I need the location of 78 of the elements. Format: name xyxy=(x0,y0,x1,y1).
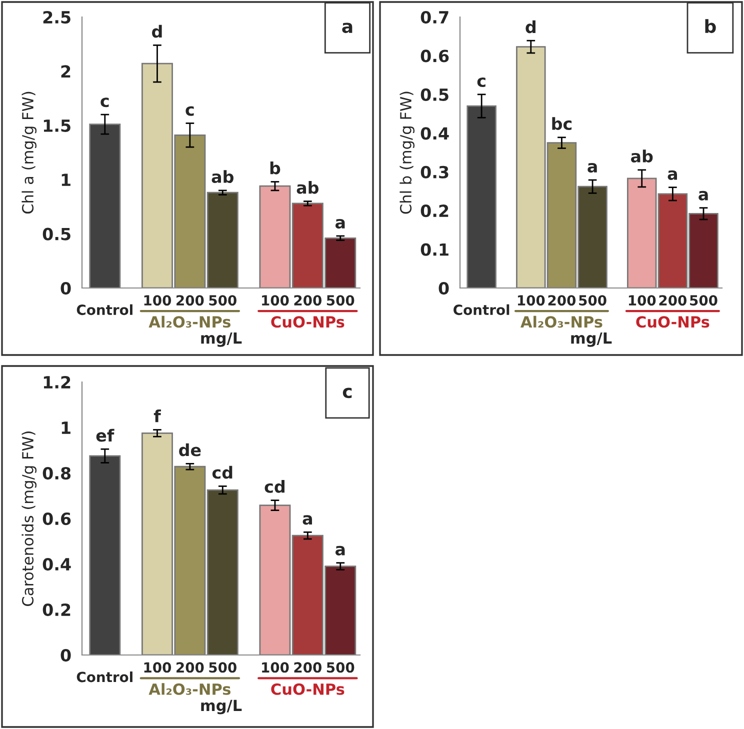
x-tick-label: 100 xyxy=(628,295,656,306)
y-tick-label: 0.8 xyxy=(42,466,71,480)
y-tick-label: 0.2 xyxy=(420,204,448,218)
y-tick-label: 0.6 xyxy=(42,512,71,526)
y-axis-title: Carotenoids (mg/g FW) xyxy=(22,432,37,606)
y-tick-label: 0 xyxy=(60,648,71,662)
data-label: d xyxy=(526,20,536,34)
x-tick-label: 200 xyxy=(659,295,687,306)
data-label: a xyxy=(302,515,312,525)
text: CuO-NPs xyxy=(271,316,344,328)
y-tick-label: 0 xyxy=(438,282,449,295)
x-tick-label: 100 xyxy=(518,295,545,306)
y-tick-label: 1 xyxy=(62,174,70,186)
x-tick-label: Control xyxy=(454,304,510,316)
y-tick-label: 0.4 xyxy=(42,558,71,571)
x-tick-label: Control xyxy=(76,304,132,316)
data-label: a xyxy=(698,190,708,200)
y-tick-label: 1.2 xyxy=(44,376,70,388)
y-axis-title: Chl b (mg/g FW) xyxy=(400,92,415,214)
x-axis-title: mg/L xyxy=(201,700,242,714)
x-tick-label: 500 xyxy=(690,295,718,306)
x-tick-label: 500 xyxy=(326,662,354,673)
data-label: cd xyxy=(264,480,284,493)
y-tick-label: 0.3 xyxy=(420,166,448,178)
data-label: cd xyxy=(212,466,232,479)
y-tick-label: 0.5 xyxy=(420,88,448,101)
data-label: ab xyxy=(296,180,319,194)
x-tick-label: 200 xyxy=(176,295,204,306)
x-axis-title: mg/L xyxy=(571,332,612,347)
x-tick-label: 100 xyxy=(144,662,172,673)
data-label: a xyxy=(335,546,345,556)
x-tick-label: 100 xyxy=(262,295,289,306)
x-tick-label: 200 xyxy=(294,295,322,306)
x-tick-label: Control xyxy=(76,671,132,682)
x-tick-label: 200 xyxy=(294,662,322,673)
y-tick-label: 0.5 xyxy=(42,228,70,240)
chart-title: c xyxy=(342,388,352,398)
text: Al₂O₃-NPs xyxy=(148,316,230,328)
data-label: bc xyxy=(552,117,572,130)
x-tick-label: 500 xyxy=(209,295,236,306)
y-tick-label: 1.5 xyxy=(44,120,70,132)
y-axis-title: Chl a (mg/g FW) xyxy=(22,92,37,214)
y-tick-label: 0.4 xyxy=(420,127,449,140)
text: Al₂O₃-NPs xyxy=(520,316,602,328)
data-label: f xyxy=(154,409,161,422)
chart-title: a xyxy=(342,22,352,34)
data-label: a xyxy=(668,170,677,180)
x-tick-label: 100 xyxy=(144,295,172,306)
y-tick-label: 0.2 xyxy=(42,603,70,616)
y-tick-label: 1 xyxy=(62,422,70,434)
y-tick-label: 0.1 xyxy=(420,243,448,256)
x-tick-label: 100 xyxy=(262,662,289,673)
data-label: ab xyxy=(212,170,234,184)
data-label: c xyxy=(100,98,109,108)
data-label: b xyxy=(270,161,280,174)
x-tick-label: 500 xyxy=(326,295,354,306)
y-tick-label: 0.6 xyxy=(420,50,449,62)
x-tick-label: 200 xyxy=(548,295,576,306)
y-tick-label: 0 xyxy=(60,282,71,295)
x-tick-label: 200 xyxy=(176,662,204,673)
text: CuO-NPs xyxy=(636,316,710,328)
data-label: c xyxy=(186,106,194,116)
y-tick-label: 2 xyxy=(61,65,70,78)
x-axis-title: mg/L xyxy=(201,332,242,347)
data-label: ab xyxy=(630,150,653,163)
y-tick-label: 2.5 xyxy=(43,10,70,24)
data-label: c xyxy=(477,77,486,88)
data-label: a xyxy=(588,163,597,173)
data-label: a xyxy=(335,219,345,229)
y-tick-label: 0.7 xyxy=(420,10,448,24)
x-tick-label: 500 xyxy=(579,295,606,306)
data-label: de xyxy=(179,443,201,456)
chart-title: b xyxy=(705,19,716,34)
text: Al₂O₃-NPs xyxy=(148,683,230,695)
data-label: d xyxy=(152,24,162,38)
text: CuO-NPs xyxy=(271,683,344,695)
x-tick-label: 500 xyxy=(209,662,236,673)
data-label: ef xyxy=(96,428,114,442)
